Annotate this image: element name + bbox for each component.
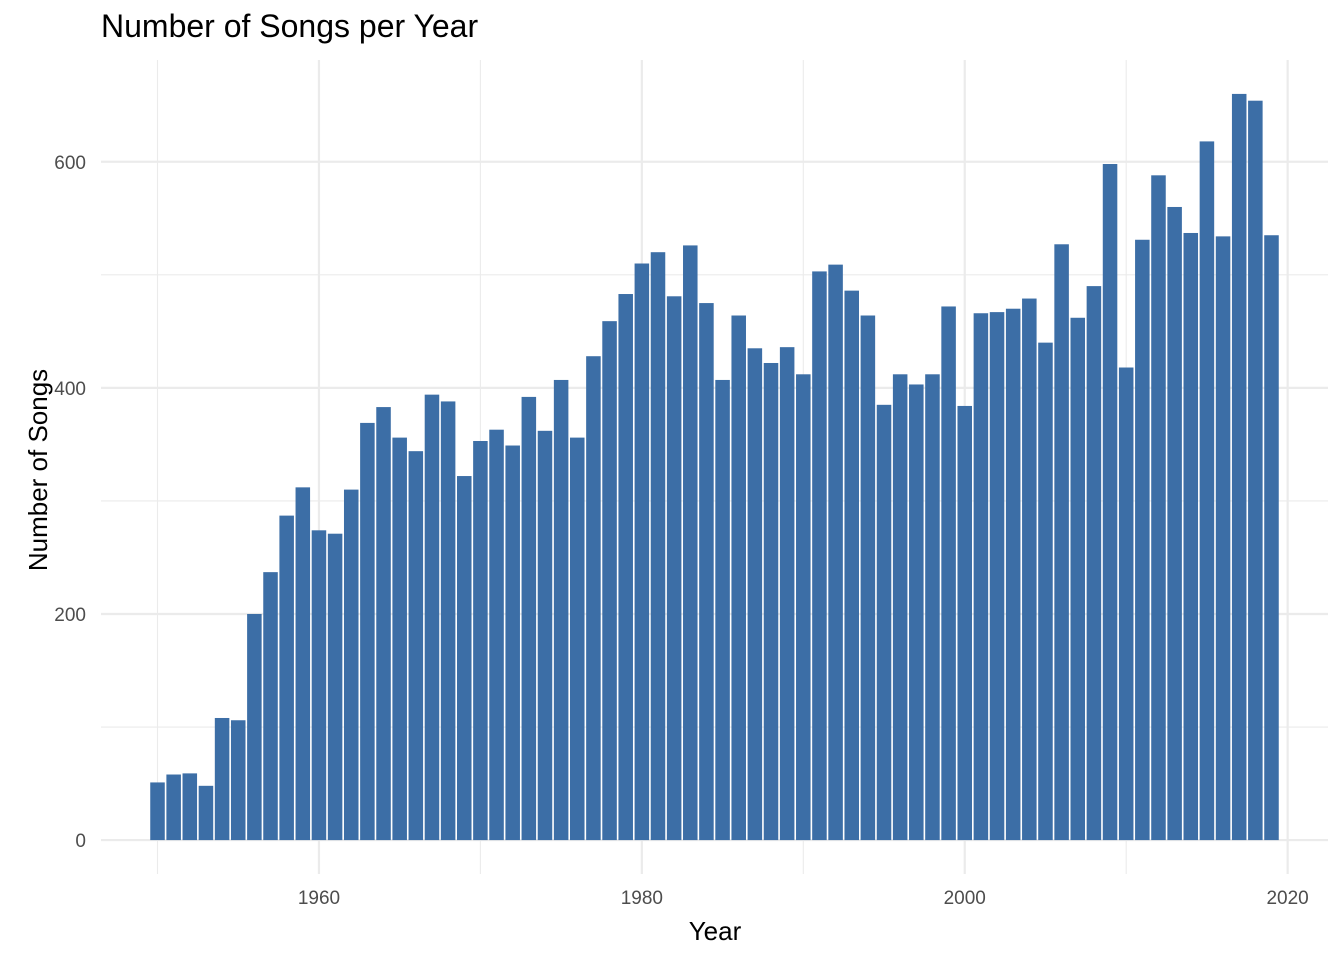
bar-1983 (683, 245, 698, 841)
bar-1977 (586, 356, 601, 841)
bar-2011 (1135, 239, 1150, 841)
bar-2012 (1151, 175, 1166, 841)
bar-1976 (570, 437, 585, 841)
y-axis-title: Number of Songs (23, 369, 53, 571)
x-axis-title: Year (689, 916, 742, 946)
y-tick-label: 600 (54, 153, 86, 174)
bar-1994 (860, 315, 876, 841)
bar-1990 (796, 374, 811, 841)
bar-1997 (909, 384, 924, 841)
bar-1966 (408, 451, 424, 841)
bar-1999 (941, 306, 956, 841)
bar-2018 (1248, 100, 1263, 841)
bar-1975 (553, 379, 569, 841)
y-tick-label: 200 (54, 605, 86, 626)
bar-1950 (150, 782, 165, 841)
bar-2017 (1231, 93, 1247, 841)
bar-1981 (650, 252, 666, 841)
y-tick-label: 400 (54, 379, 86, 400)
bar-2014 (1183, 232, 1199, 841)
bar-1953 (198, 785, 214, 841)
chart-title: Number of Songs per Year (101, 8, 479, 44)
bar-1971 (489, 429, 504, 841)
bar-1985 (715, 379, 730, 841)
bar-1951 (166, 774, 181, 841)
bar-1979 (618, 294, 633, 841)
bar-1969 (456, 476, 472, 841)
bar-1960 (311, 530, 327, 841)
bar-1980 (634, 263, 650, 841)
bar-1964 (376, 407, 391, 841)
bar-1968 (440, 401, 456, 841)
bar-1959 (295, 487, 311, 841)
bar-1991 (812, 271, 827, 841)
bar-2008 (1086, 286, 1102, 841)
bar-1954 (214, 717, 230, 841)
bar-1982 (666, 296, 682, 841)
bar-1965 (392, 437, 407, 841)
bar-1952 (182, 773, 198, 841)
bar-2019 (1264, 235, 1279, 841)
bar-2009 (1102, 164, 1118, 841)
y-tick-label: 0 (75, 831, 86, 852)
bar-1963 (360, 422, 375, 841)
bar-1992 (828, 264, 843, 841)
bar-1986 (731, 315, 746, 841)
bar-2006 (1054, 244, 1069, 841)
x-tick-labels: 1960 1980 2000 2020 (298, 888, 1309, 909)
x-tick-label: 2000 (944, 888, 986, 909)
bar-2002 (989, 312, 1005, 841)
bar-1974 (537, 430, 553, 841)
bar-1988 (763, 362, 779, 841)
bar-2003 (1005, 308, 1021, 841)
bar-1955 (230, 720, 246, 841)
bar-1956 (247, 613, 262, 841)
bar-1970 (473, 440, 488, 841)
bar-1957 (263, 572, 278, 841)
bar-1993 (844, 290, 859, 841)
x-tick-label: 1980 (621, 888, 663, 909)
bar-2005 (1038, 342, 1053, 841)
bar-1961 (327, 533, 343, 841)
bar-2001 (973, 313, 989, 841)
y-tick-labels: 0 200 400 600 (54, 153, 86, 852)
bars (150, 93, 1279, 841)
bar-1987 (747, 348, 763, 841)
bar-2013 (1167, 206, 1182, 841)
bar-2007 (1070, 317, 1086, 841)
bar-2015 (1199, 141, 1215, 841)
bar-2000 (957, 405, 973, 841)
bar-1984 (699, 303, 714, 841)
bar-1989 (779, 347, 795, 841)
bar-1996 (892, 374, 908, 841)
bar-1998 (925, 374, 940, 841)
bar-1995 (876, 404, 892, 841)
bar-1972 (505, 445, 520, 841)
bar-2004 (1022, 298, 1037, 841)
bar-1978 (602, 321, 617, 841)
bar-2016 (1215, 236, 1231, 841)
bar-1973 (521, 396, 537, 841)
bar-1962 (343, 489, 359, 841)
x-tick-label: 1960 (298, 888, 340, 909)
bar-1967 (424, 394, 440, 841)
bar-2010 (1118, 367, 1134, 841)
x-tick-label: 2020 (1266, 888, 1308, 909)
bar-1958 (279, 515, 294, 841)
